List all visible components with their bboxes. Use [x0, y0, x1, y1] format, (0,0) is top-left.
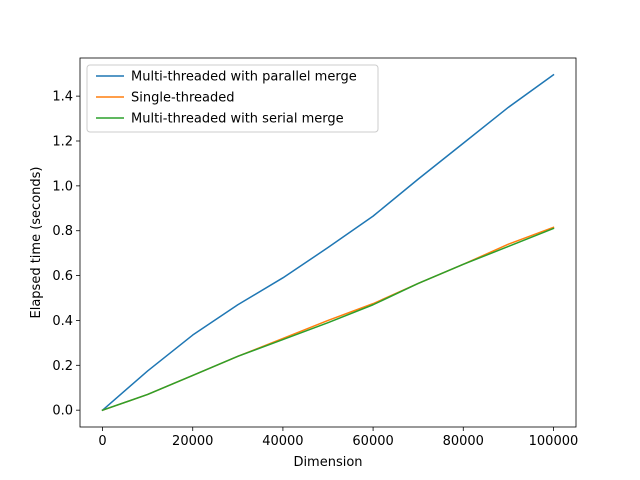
y-tick-label: 0.6 [52, 269, 73, 284]
legend-label: Multi-threaded with serial merge [131, 112, 344, 127]
y-tick-label: 1.2 [52, 134, 73, 149]
x-tick-label: 80000 [443, 434, 484, 449]
x-axis-label: Dimension [293, 455, 362, 470]
y-tick-label: 0.8 [52, 224, 73, 239]
y-tick-label: 0.4 [52, 314, 73, 329]
legend: Multi-threaded with parallel merge Single… [86, 64, 379, 133]
x-tick-label: 60000 [352, 434, 393, 449]
x-tick-label: 0 [98, 434, 106, 449]
y-tick-label: 1.0 [52, 179, 73, 194]
series-lines [101, 73, 555, 412]
axes-frame [79, 57, 577, 428]
series-line-1 [101, 73, 555, 412]
y-axis-label: Elapsed time (seconds) [29, 167, 44, 319]
series-line-3 [101, 227, 555, 412]
legend-label: Multi-threaded with parallel merge [131, 70, 357, 85]
x-axis-ticks: 0 20000 40000 60000 80000 100000 [98, 427, 578, 449]
y-tick-label: 1.4 [52, 90, 73, 105]
legend-label: Single-threaded [131, 91, 235, 106]
x-tick-label: 40000 [262, 434, 303, 449]
y-axis-ticks: 0.0 0.2 0.4 0.6 0.8 1.0 1.2 1.4 [52, 90, 80, 419]
y-tick-label: 0.0 [52, 404, 73, 419]
legend-box [86, 64, 379, 133]
x-tick-label: 20000 [172, 434, 213, 449]
y-tick-label: 0.2 [52, 359, 73, 374]
x-tick-label: 100000 [529, 434, 579, 449]
